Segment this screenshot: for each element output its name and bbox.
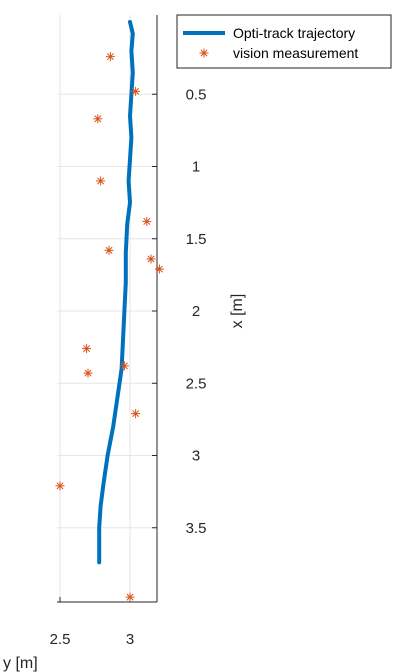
vision-measurement-point xyxy=(125,592,135,602)
legend-marker-swatch xyxy=(199,48,209,58)
tick-label-x: 3.5 xyxy=(186,520,207,537)
legend-asterisk-icon xyxy=(199,48,209,58)
legend-box xyxy=(176,14,392,69)
tick-label-x: 1 xyxy=(192,159,200,176)
tick-label-x: 2.5 xyxy=(186,375,207,392)
vision-measurement-point xyxy=(131,86,141,96)
vision-measurement-point xyxy=(96,176,106,186)
y-axis-label: y [m] xyxy=(3,655,38,672)
legend-label-vision: vision measurement xyxy=(233,45,358,61)
tick-label-x: 3 xyxy=(192,448,200,465)
tick-label-x: 0.5 xyxy=(186,86,207,103)
vision-measurement-point xyxy=(146,254,156,264)
legend: Opti-track trajectory vision measurement xyxy=(176,14,392,69)
trajectory-line xyxy=(97,20,135,565)
vision-measurement-point xyxy=(119,361,129,371)
vision-measurement-point xyxy=(55,481,65,491)
tick-label-y: 3 xyxy=(126,631,134,648)
tick-label-y: 2.5 xyxy=(50,631,71,648)
grid-lines xyxy=(57,15,157,602)
x-axis-label: x [m] xyxy=(229,294,246,329)
vision-measurement-point xyxy=(83,368,93,378)
tick-label-x: 2 xyxy=(192,303,200,320)
vision-measurement-point xyxy=(82,344,92,354)
series xyxy=(55,20,164,602)
vision-measurement-point xyxy=(142,216,152,226)
legend-label-trajectory: Opti-track trajectory xyxy=(233,25,355,41)
axes xyxy=(57,15,158,603)
tick-label-x: 1.5 xyxy=(186,231,207,248)
vision-measurement-point xyxy=(105,52,115,62)
vision-measurement-point xyxy=(131,409,141,419)
vision-measurement-point xyxy=(93,114,103,124)
ticks: 0.5 1 1.5 2 2.5 3 3.5 2.5 3 xyxy=(50,86,207,648)
vision-measurement-point xyxy=(154,264,164,274)
vision-measurement-point xyxy=(104,245,114,255)
